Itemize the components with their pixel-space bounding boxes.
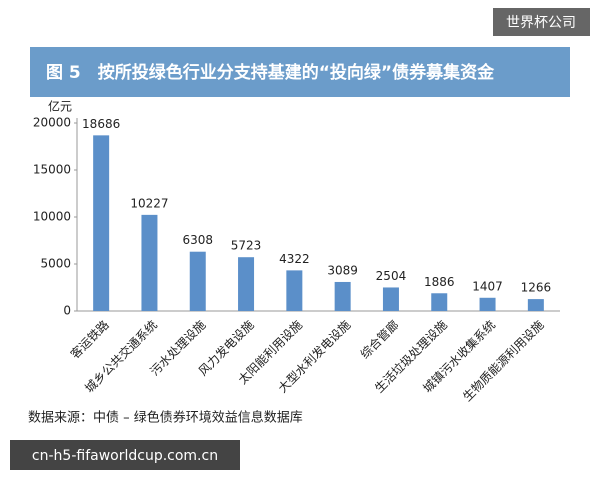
bar — [382, 287, 399, 311]
data-label: 3089 — [327, 263, 358, 277]
bar — [334, 281, 351, 311]
bar — [431, 293, 448, 311]
y-tick-label: 20000 — [33, 116, 71, 130]
title-banner — [30, 47, 570, 97]
bar — [141, 214, 158, 311]
y-axis-label: 亿元 — [48, 99, 72, 114]
y-tick-label: 5000 — [40, 257, 71, 271]
bar — [527, 299, 544, 311]
data-label: 6308 — [182, 233, 213, 247]
bar — [189, 251, 206, 311]
watermark-box — [10, 440, 240, 470]
source: 数据来源：中债 – 绿色债券环境效益信息数据库 — [28, 410, 303, 426]
bar — [238, 257, 255, 311]
bar — [93, 135, 110, 311]
data-label: 10227 — [130, 196, 168, 210]
y-tick-label: 10000 — [33, 210, 71, 224]
bar — [479, 297, 496, 311]
y-tick-label: 15000 — [33, 163, 71, 177]
watermark-box — [493, 8, 590, 36]
data-label: 1407 — [472, 279, 503, 293]
watermark-bottom: cn-h5-fifaworldcup.com.cn — [32, 448, 218, 464]
data-label: 1266 — [521, 281, 552, 295]
data-label: 4322 — [279, 252, 310, 266]
y-tick-label: 0 — [63, 304, 71, 318]
data-label: 1886 — [424, 275, 455, 289]
watermark-top: 世界杯公司 — [506, 15, 576, 31]
chart-title: 图 5 按所投绿色行业分支持基建的“投向绿”债券募集资金 — [46, 62, 495, 83]
data-label: 5723 — [231, 239, 262, 253]
bar — [286, 270, 303, 311]
data-label: 18686 — [82, 117, 120, 131]
data-label: 2504 — [376, 269, 407, 283]
